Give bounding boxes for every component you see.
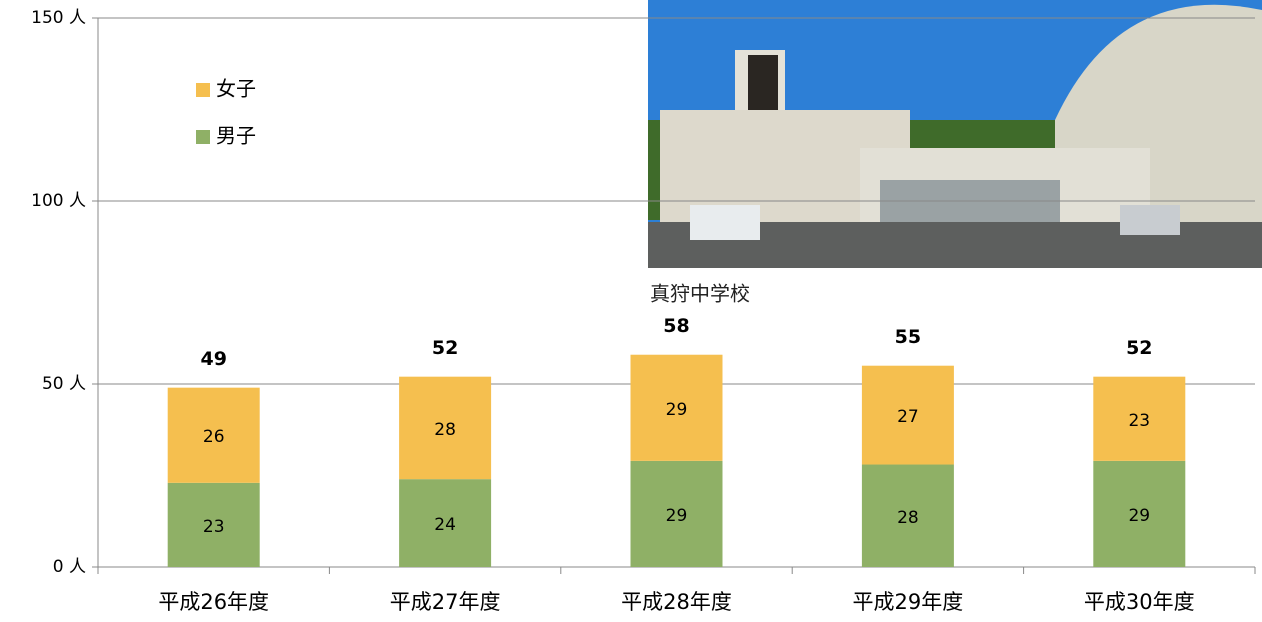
total-label: 52 xyxy=(432,337,458,359)
legend-swatch xyxy=(196,130,210,144)
data-label: 29 xyxy=(1128,506,1150,526)
bar-segment xyxy=(1093,376,1186,461)
data-label: 24 xyxy=(434,515,456,535)
data-label: 23 xyxy=(1128,411,1150,431)
data-label: 26 xyxy=(203,427,225,447)
data-label: 28 xyxy=(434,420,456,440)
bar-segment xyxy=(630,460,723,567)
bar-segment xyxy=(861,464,954,567)
legend-swatch xyxy=(196,83,210,97)
bar-segment xyxy=(1093,460,1186,567)
bar-segment xyxy=(167,482,260,567)
y-tick-label: 150 人 xyxy=(31,8,86,28)
x-tick-label: 平成27年度 xyxy=(390,590,501,614)
total-label: 58 xyxy=(663,315,689,337)
data-label: 23 xyxy=(203,517,225,537)
bar-segment xyxy=(861,365,954,465)
data-label: 27 xyxy=(897,407,919,427)
total-label: 52 xyxy=(1126,337,1152,359)
y-tick-label: 100 人 xyxy=(31,191,86,211)
data-label: 29 xyxy=(666,400,688,420)
total-label: 49 xyxy=(200,348,226,370)
photo-caption: 真狩中学校 xyxy=(650,282,750,306)
total-label: 55 xyxy=(895,326,921,348)
y-tick-label: 0 人 xyxy=(53,557,86,577)
x-tick-label: 平成30年度 xyxy=(1084,590,1195,614)
x-tick-label: 平成26年度 xyxy=(158,590,269,614)
x-tick-label: 平成28年度 xyxy=(621,590,732,614)
y-tick-label: 50 人 xyxy=(42,374,86,394)
bar-segment xyxy=(630,354,723,461)
legend-label: 男子 xyxy=(216,124,256,148)
x-tick-label: 平成29年度 xyxy=(853,590,964,614)
legend-label: 女子 xyxy=(216,77,256,101)
bar-segment xyxy=(399,479,492,567)
bar-segment xyxy=(167,387,260,483)
photo xyxy=(648,0,1262,269)
data-label: 29 xyxy=(666,506,688,526)
data-label: 28 xyxy=(897,508,919,528)
bar-segment xyxy=(399,376,492,480)
